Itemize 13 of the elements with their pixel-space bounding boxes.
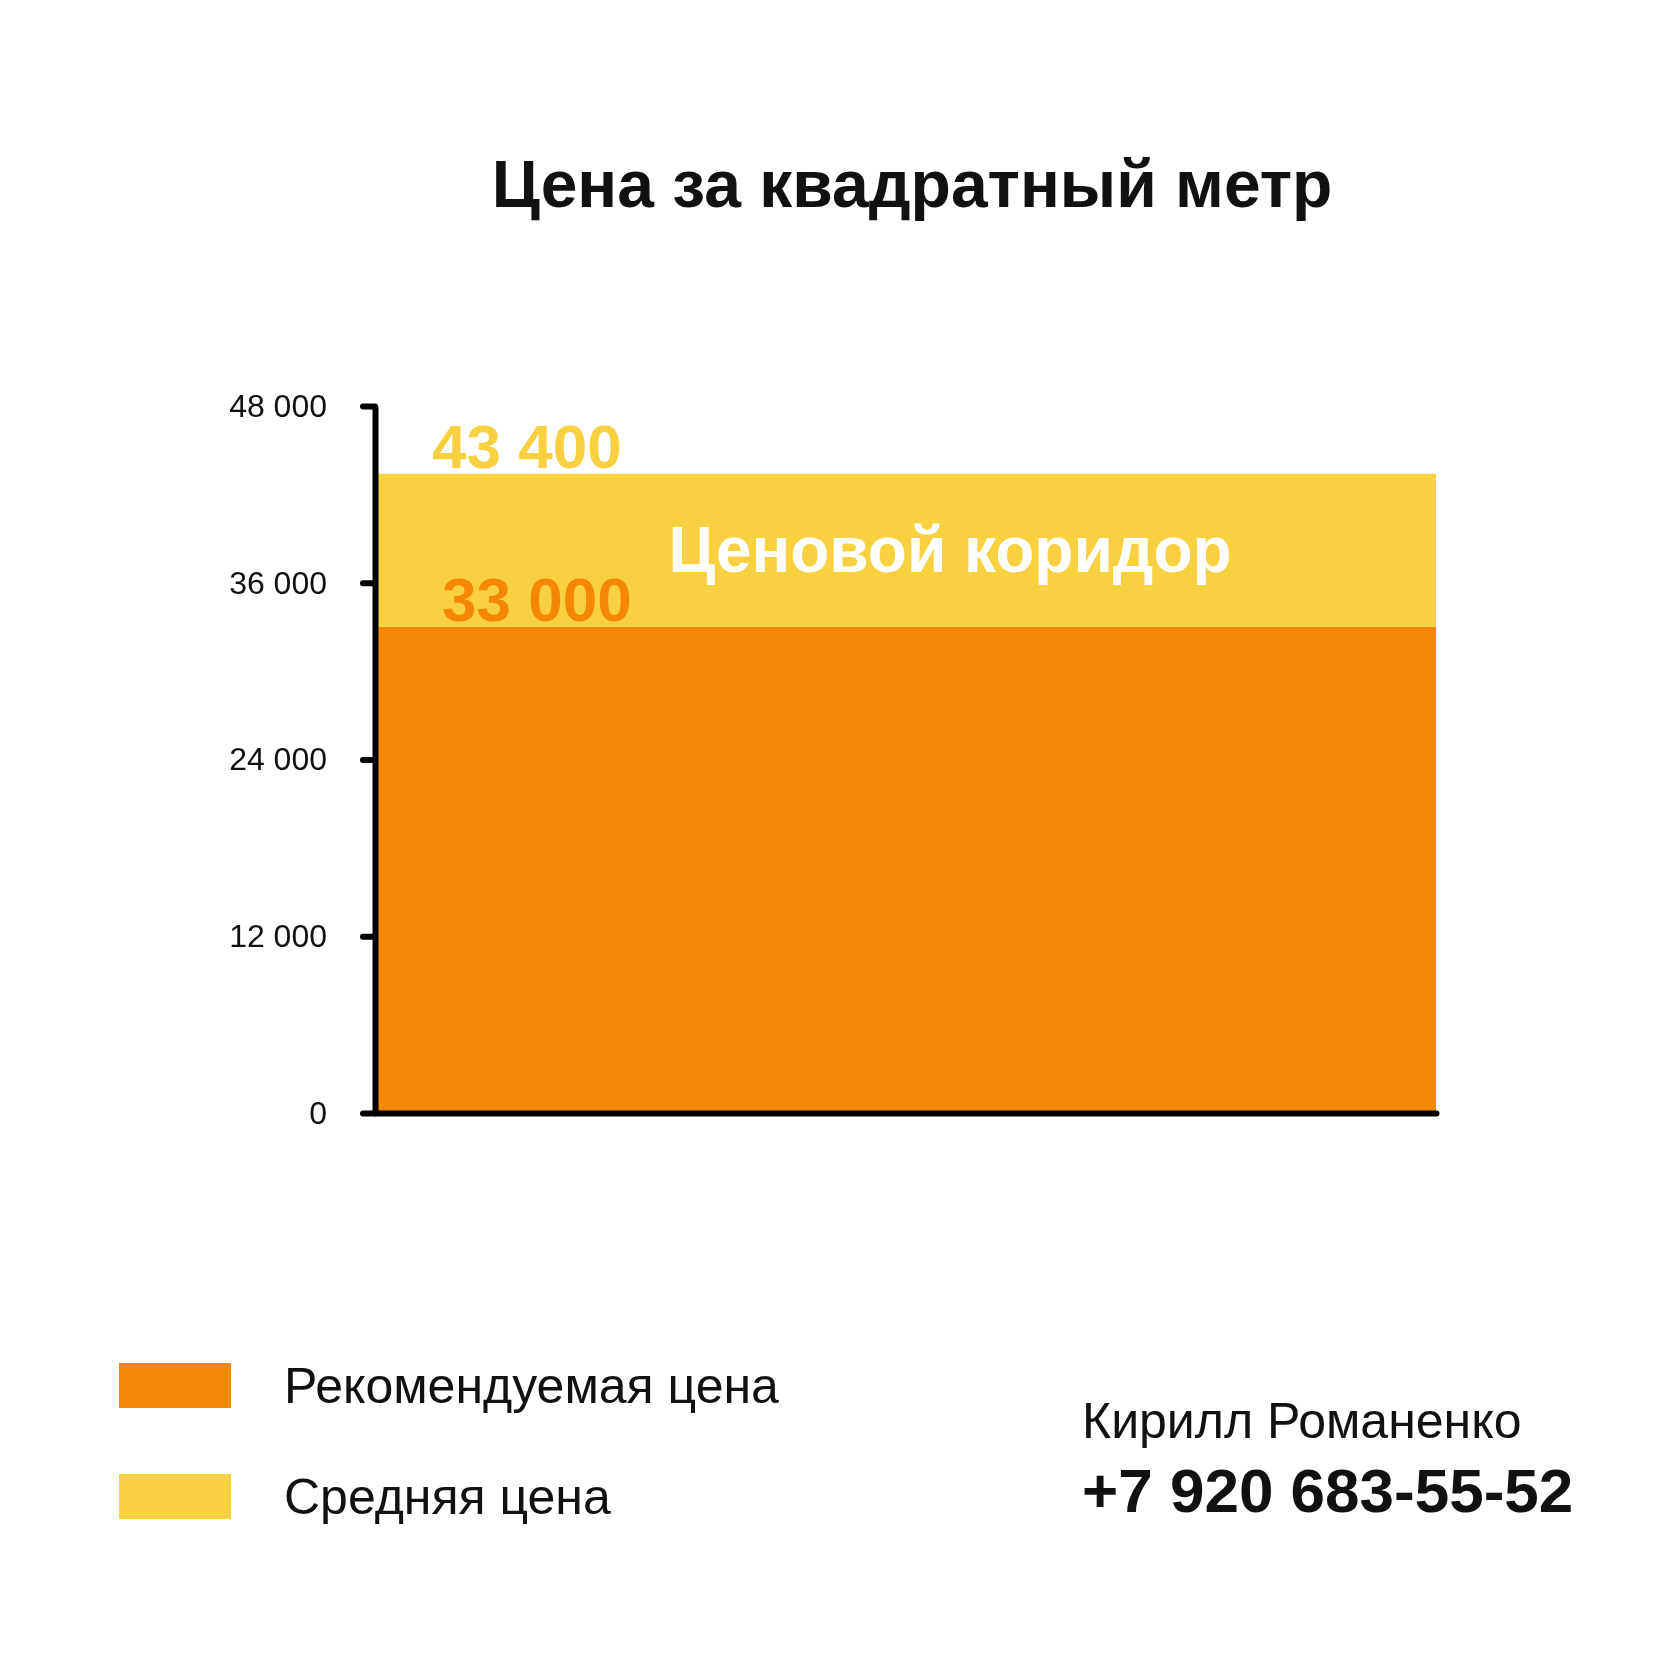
y-tick-label: 12 000 — [229, 917, 327, 954]
legend-label: Средняя цена — [284, 1469, 611, 1525]
y-tick-label: 36 000 — [229, 564, 327, 601]
total-label: 43 400 — [432, 411, 622, 481]
y-tick-label: 48 000 — [229, 387, 327, 424]
annotation: Ценовой коридор — [668, 514, 1232, 587]
y-tick-label: 0 — [309, 1094, 327, 1131]
text: Кирилл Романенко — [1082, 1393, 1522, 1449]
text: +7 920 683-55-52 — [1082, 1456, 1574, 1525]
data-label: 33 000 — [442, 564, 632, 634]
y-tick-label: 24 000 — [229, 741, 327, 778]
legend-label: Рекомендуемая цена — [284, 1358, 780, 1414]
chart-title: Цена за квадратный метр — [491, 147, 1333, 221]
